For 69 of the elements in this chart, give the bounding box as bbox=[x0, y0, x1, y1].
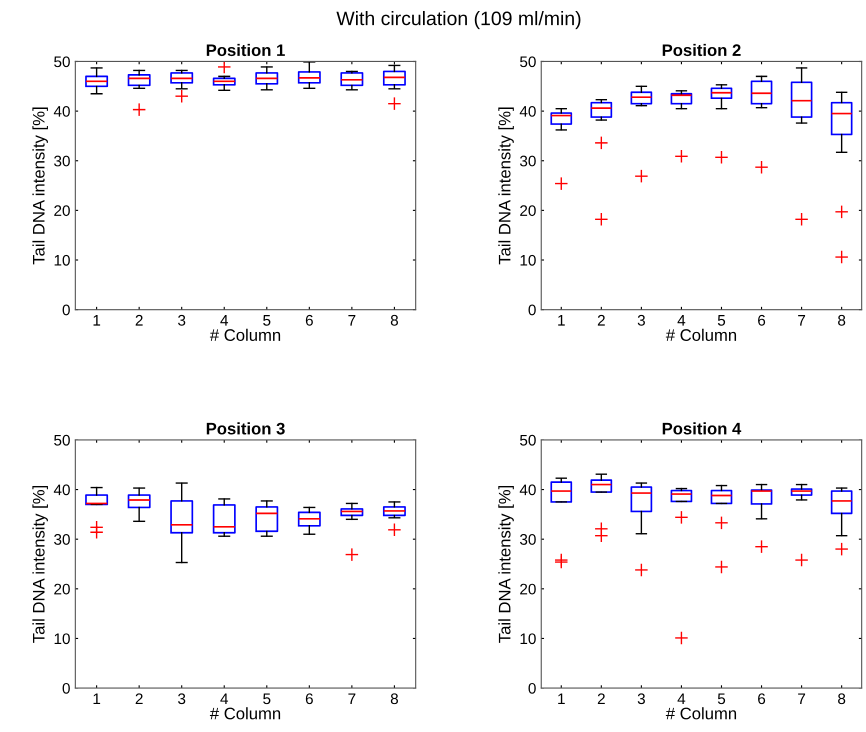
x-tick-label: 3 bbox=[638, 693, 645, 704]
x-tick-label: 7 bbox=[798, 694, 806, 704]
y-axis-title: Tail DNA intensity [%] bbox=[498, 108, 514, 264]
y-axis-title: Tail DNA intensity [%] bbox=[498, 486, 514, 643]
x-tick-label: 1 bbox=[558, 315, 565, 326]
chart-title: Position 3 bbox=[206, 422, 285, 435]
x-axis-title: # Column bbox=[210, 328, 280, 341]
y-tick-label: 40 bbox=[520, 106, 536, 117]
x-tick-label: 8 bbox=[838, 314, 846, 326]
x-tick-label: 5 bbox=[718, 315, 726, 326]
x-tick-label: 5 bbox=[263, 315, 270, 326]
x-tick-label: 4 bbox=[220, 315, 228, 326]
chart-title: Position 2 bbox=[662, 44, 741, 56]
y-tick-label: 40 bbox=[54, 106, 70, 117]
y-tick-label: 50 bbox=[54, 434, 70, 446]
x-tick-label: 6 bbox=[758, 314, 766, 326]
x-tick-label: 7 bbox=[798, 315, 806, 326]
y-axis-title: Tail DNA intensity [%] bbox=[32, 108, 48, 264]
x-tick-label: 2 bbox=[136, 314, 143, 326]
x-tick-label: 3 bbox=[178, 314, 186, 326]
y-tick-label: 50 bbox=[520, 434, 536, 446]
y-tick-label: 30 bbox=[54, 156, 70, 166]
x-tick-label: 7 bbox=[348, 315, 356, 326]
y-tick-label: 40 bbox=[520, 484, 536, 496]
x-tick-label: 3 bbox=[178, 693, 186, 704]
y-tick-label: 50 bbox=[520, 56, 536, 68]
x-tick-label: 6 bbox=[306, 314, 313, 326]
x-tick-label: 7 bbox=[348, 694, 356, 704]
chart-title: Position 1 bbox=[206, 44, 285, 56]
y-tick-label: 0 bbox=[62, 682, 70, 694]
x-tick-label: 8 bbox=[838, 693, 846, 704]
x-tick-label: 6 bbox=[758, 693, 766, 704]
x-tick-label: 4 bbox=[678, 315, 686, 326]
y-tick-label: 30 bbox=[520, 156, 536, 166]
x-tick-label: 2 bbox=[598, 693, 605, 704]
x-tick-label: 1 bbox=[94, 694, 100, 704]
y-axis-title: Tail DNA intensity [%] bbox=[32, 486, 48, 643]
x-tick-label: 1 bbox=[558, 694, 565, 704]
y-tick-label: 20 bbox=[54, 205, 70, 216]
y-tick-label: 10 bbox=[520, 254, 536, 266]
x-tick-label: 3 bbox=[638, 314, 645, 326]
y-tick-label: 10 bbox=[54, 254, 70, 266]
x-tick-label: 1 bbox=[94, 315, 100, 326]
y-tick-label: 20 bbox=[520, 584, 536, 595]
text: With circulation (109 ml/min) bbox=[336, 10, 580, 30]
chart-title: Position 4 bbox=[662, 422, 742, 435]
y-tick-label: 20 bbox=[54, 584, 70, 595]
y-tick-label: 0 bbox=[528, 304, 536, 316]
x-tick-label: 5 bbox=[263, 694, 270, 704]
x-axis-title: # Column bbox=[666, 328, 736, 341]
y-tick-label: 50 bbox=[54, 56, 70, 68]
x-tick-label: 2 bbox=[136, 693, 143, 704]
y-tick-label: 10 bbox=[520, 633, 536, 644]
x-axis-title: # Column bbox=[210, 707, 280, 720]
y-tick-label: 30 bbox=[54, 534, 70, 545]
x-tick-label: 2 bbox=[598, 314, 605, 326]
x-tick-label: 5 bbox=[718, 694, 726, 704]
y-tick-label: 20 bbox=[520, 205, 536, 216]
y-tick-label: 30 bbox=[520, 534, 536, 545]
y-tick-label: 0 bbox=[62, 304, 70, 316]
y-tick-label: 0 bbox=[528, 682, 536, 694]
x-tick-label: 4 bbox=[220, 694, 228, 704]
x-tick-label: 6 bbox=[306, 693, 313, 704]
y-tick-label: 10 bbox=[54, 633, 70, 644]
x-tick-label: 8 bbox=[390, 314, 398, 326]
x-tick-label: 4 bbox=[678, 694, 686, 704]
y-tick-label: 40 bbox=[54, 484, 70, 496]
x-axis-title: # Column bbox=[666, 707, 736, 720]
x-tick-label: 8 bbox=[390, 693, 398, 704]
